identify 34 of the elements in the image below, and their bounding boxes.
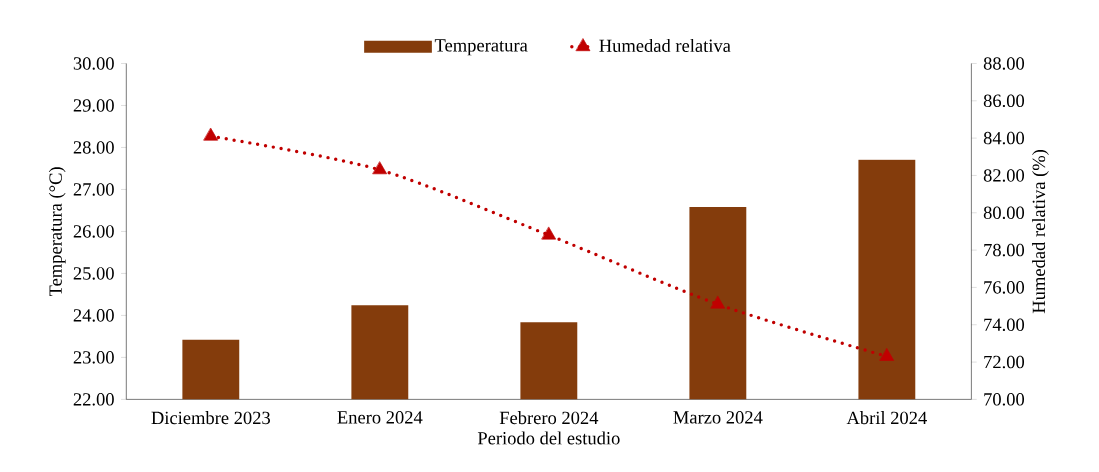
x-tick-label: Enero 2024: [337, 411, 423, 424]
y-axis-title: Temperatura (°C): [48, 167, 66, 297]
y2-tick-label: 82.00: [983, 169, 1025, 182]
y-tick-label: 30.00: [73, 57, 114, 70]
point: [203, 127, 219, 141]
y2-tick-label: 84.00: [983, 131, 1025, 145]
y-tick-label: 24.00: [73, 309, 114, 322]
y-tick-label: 26.00: [73, 225, 114, 238]
x-tick-label: Marzo 2024: [673, 411, 763, 424]
y2-tick-label: 72.00: [984, 355, 1025, 369]
y-tick-label: 28.00: [73, 141, 114, 154]
point: [541, 226, 557, 240]
x-tick-label: Febrero 2024: [499, 411, 599, 425]
y2-tick-label: 70.00: [984, 393, 1025, 406]
point: [372, 161, 388, 175]
x-axis-title: Periodo del estudio: [477, 431, 620, 445]
legend-label: Humedad relativa: [599, 38, 731, 52]
y-tick-label: 25.00: [73, 267, 114, 280]
y2-tick-label: 86.00: [983, 94, 1025, 108]
y-tick-label: 27.00: [73, 183, 114, 196]
y2-tick-label: 74.00: [984, 318, 1025, 331]
legend-label: Temperatura: [434, 39, 528, 56]
point: [879, 348, 895, 361]
y2-tick-label: 80.00: [983, 206, 1025, 220]
y2-axis-title: Humedad relativa (%): [1032, 149, 1049, 314]
y2-tick-label: 88.00: [983, 57, 1025, 70]
y-tick-label: 23.00: [73, 351, 114, 364]
y2-tick-label: 76.00: [984, 281, 1025, 294]
y2-tick-label: 78.00: [984, 243, 1025, 257]
y-tick-label: 22.00: [73, 393, 114, 406]
y-tick-label: 29.00: [73, 99, 114, 112]
x-tick-label: Diciembre 2023: [151, 411, 271, 425]
x-tick-label: Abril 2024: [846, 411, 927, 425]
point: [710, 295, 726, 309]
